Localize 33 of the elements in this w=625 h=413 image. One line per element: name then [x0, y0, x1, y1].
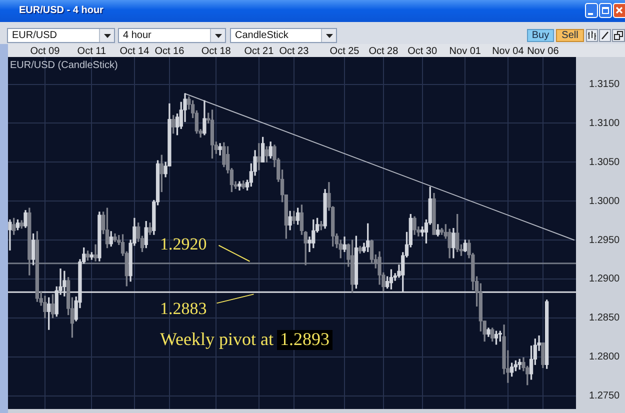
y-tick-label: 1.3050 [589, 156, 620, 168]
x-tick-label: Nov 06 [527, 46, 560, 57]
x-tick-label: Oct 09 [30, 46, 60, 57]
x-tick-label: Oct 30 [408, 46, 438, 57]
button: Buy [527, 29, 554, 42]
x-tick-label: Nov 04 [492, 46, 524, 57]
y-tick-label: 1.2800 [589, 352, 620, 363]
annotation: 1.2920 [160, 234, 207, 254]
y-tick-label: 1.3150 [589, 79, 620, 90]
y-tick-label: 1.2850 [589, 312, 620, 324]
x-tick-label: Oct 14 [120, 46, 150, 57]
x-tick-label: Nov 01 [449, 46, 482, 57]
dropdown: 4 hour [118, 28, 226, 43]
x-tick-label: Oct 25 [330, 46, 360, 57]
annotation: Weekly pivot at 1.2893 [160, 329, 330, 349]
annotation: 1.2883 [160, 299, 207, 318]
candlestick [257, 143, 261, 170]
x-tick-label: Oct 21 [244, 46, 274, 57]
y-tick-label: 1.2950 [589, 234, 620, 246]
button: Sell [556, 29, 584, 42]
y-tick-label: 1.2900 [589, 274, 620, 285]
chart-title: EUR/USD - 4 hour [19, 4, 104, 18]
x-tick-label: Oct 18 [201, 46, 232, 57]
dropdown: EUR/USD [7, 28, 115, 43]
y-tick-label: 1.3000 [589, 196, 620, 207]
x-tick-label: Oct 23 [279, 46, 310, 57]
x-tick-label: Oct 28 [368, 46, 399, 57]
y-tick-label: 1.2750 [589, 390, 620, 402]
dropdown: CandleStick [230, 28, 337, 43]
x-tick-label: Oct 11 [77, 46, 106, 57]
chart-subtitle: EUR/USD (CandleStick) [10, 60, 118, 71]
x-tick-label: Oct 16 [154, 46, 185, 57]
y-tick-label: 1.3100 [589, 118, 620, 129]
